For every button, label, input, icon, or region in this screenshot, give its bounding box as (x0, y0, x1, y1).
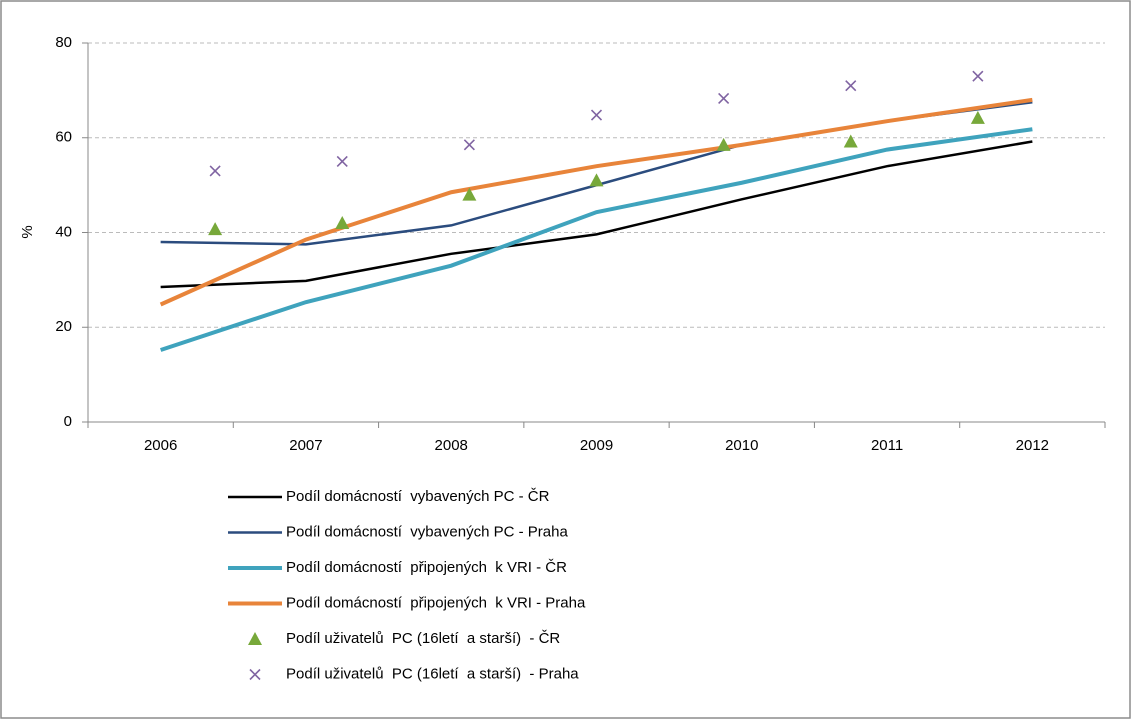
y-tick-label: 60 (55, 129, 72, 146)
legend-label: Podíl domácností připojených k VRI - Pra… (286, 594, 586, 611)
series-line (160, 140, 1033, 289)
triangle-marker (716, 137, 731, 151)
legend-label: Podíl uživatelů PC (16letí a starší) - Č… (286, 630, 560, 647)
series-line (160, 127, 1033, 352)
triangle-marker (208, 222, 223, 236)
legend-label: Podíl domácností vybavených PC - ČR (286, 488, 550, 505)
x-tick-label: 2012 (1016, 437, 1049, 454)
cross-marker (845, 80, 857, 92)
triangle-marker (843, 134, 858, 148)
y-tick-label: 80 (55, 34, 72, 51)
triangle-marker (248, 632, 262, 645)
cross-marker (249, 668, 261, 681)
cross-marker (463, 139, 475, 151)
y-tick-label: 20 (55, 318, 72, 335)
cross-marker (209, 165, 221, 177)
triangle-marker (970, 110, 985, 124)
cross-marker (972, 70, 984, 82)
y-tick-label: 40 (55, 223, 72, 240)
y-axis-label: % (19, 225, 36, 238)
x-tick-label: 2009 (580, 437, 613, 454)
x-tick-label: 2011 (871, 437, 903, 454)
x-tick-label: 2008 (435, 437, 468, 454)
legend-label: Podíl domácností připojených k VRI - ČR (286, 559, 567, 576)
cross-marker (718, 92, 730, 104)
triangle-marker (335, 216, 350, 230)
x-tick-label: 2010 (725, 437, 758, 454)
legend-label: Podíl domácností vybavených PC - Praha (286, 523, 568, 540)
series-line (159, 97, 1033, 307)
legend-label: Podíl uživatelů PC (16letí a starší) - P… (286, 665, 579, 682)
x-tick-label: 2006 (144, 437, 177, 454)
cross-marker (336, 155, 348, 168)
x-tick-label: 2007 (289, 437, 322, 454)
triangle-marker (589, 173, 604, 187)
y-tick-label: 0 (64, 413, 72, 430)
triangle-marker (462, 187, 477, 201)
cross-marker (590, 109, 603, 121)
